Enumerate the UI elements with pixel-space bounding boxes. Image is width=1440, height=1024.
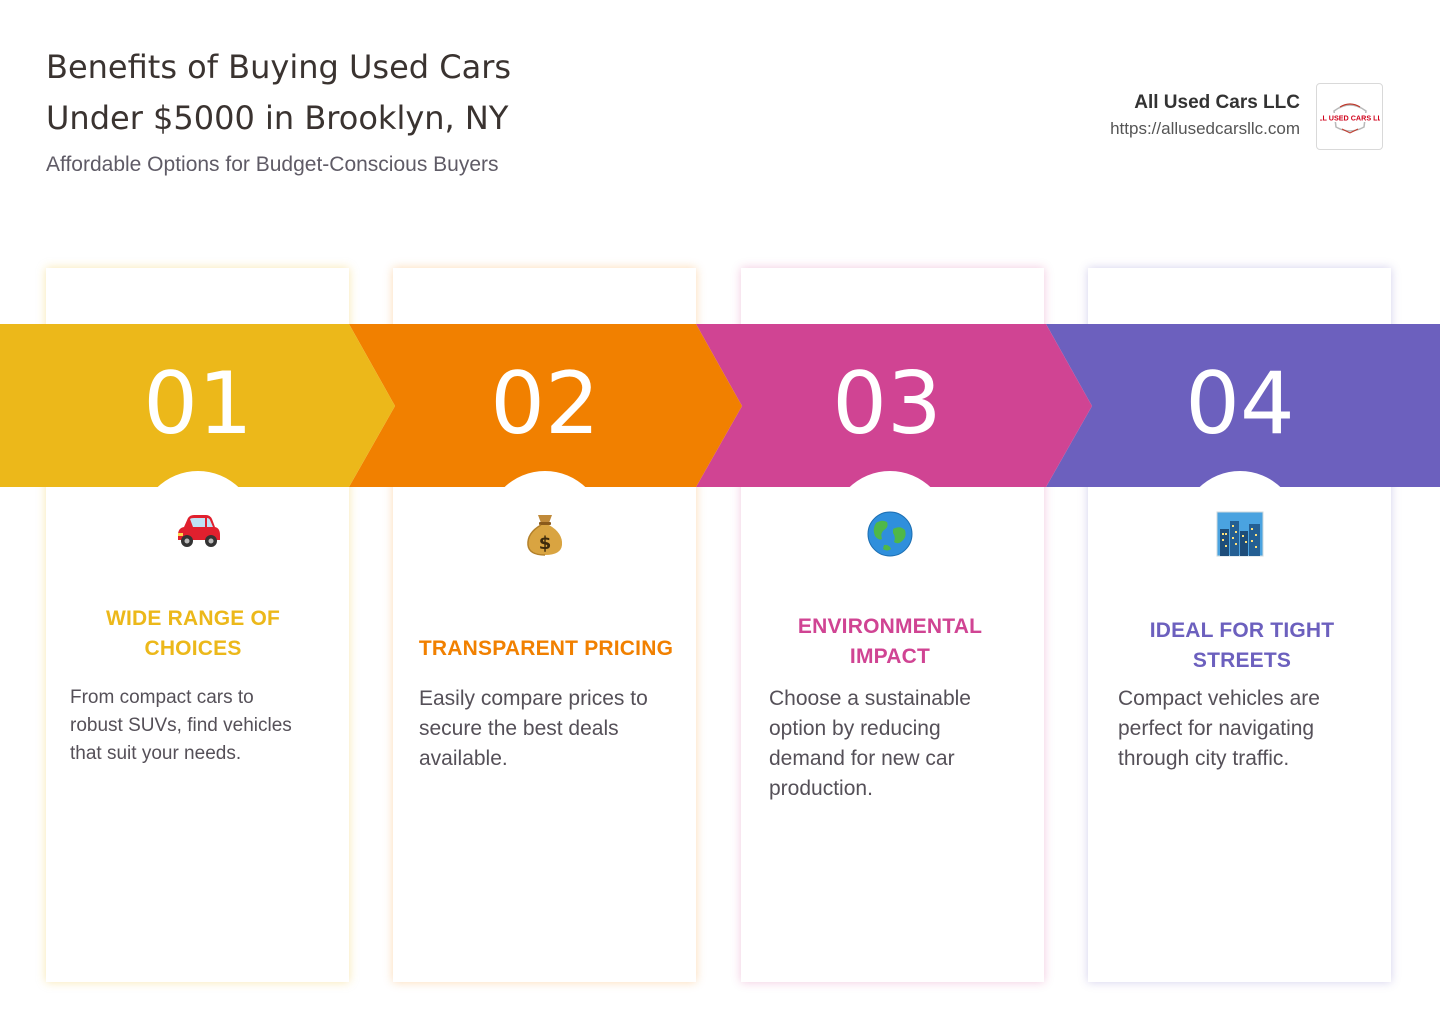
- icon-badge-2: $: [486, 471, 604, 589]
- card-title-3-line-1: ENVIRONMENTAL: [797, 615, 983, 638]
- card-description-3-line-1: Choose a sustainable: [769, 687, 971, 710]
- car-icon: [178, 515, 220, 547]
- step-number-2: 02: [490, 354, 600, 454]
- card-description-1-line-2: robust SUVs, find vehicles: [70, 715, 292, 736]
- card-description-2-line-1: Easily compare prices to: [419, 687, 648, 710]
- card-title-4-line-1: IDEAL FOR TIGHT: [1149, 619, 1335, 642]
- step-arrow-1: [0, 324, 395, 487]
- icon-badge-4: [1181, 471, 1299, 589]
- card-description-2: Easily compare prices to secure the best…: [419, 684, 679, 774]
- card-title-4: IDEAL FOR TIGHT STREETS: [1112, 616, 1372, 676]
- card-title-3-line-2: IMPACT: [849, 645, 931, 668]
- card-description-3-line-3: demand for new car: [769, 747, 955, 770]
- card-description-1: From compact cars to robust SUVs, find v…: [70, 684, 320, 768]
- page-title-line-1: Benefits of Buying Used Cars: [46, 48, 512, 86]
- cityscape-icon: [1216, 511, 1264, 557]
- card-description-4-line-1: Compact vehicles are: [1118, 687, 1320, 710]
- card-description-4-line-2: perfect for navigating: [1118, 717, 1315, 740]
- brand-logo-image: ALL USED CARS LLC: [1320, 102, 1380, 134]
- card-description-4-line-3: through city traffic.: [1118, 747, 1290, 770]
- card-title-3: ENVIRONMENTAL IMPACT: [760, 612, 1020, 672]
- step-number-1: 01: [143, 354, 253, 454]
- card-description-1-line-3: that suit your needs.: [70, 743, 242, 764]
- card-title-1-line-1: WIDE RANGE OF: [105, 607, 281, 630]
- step-arrow-4: [1046, 324, 1440, 487]
- card-description-2-line-3: available.: [419, 747, 508, 770]
- svg-text:$: $: [539, 533, 552, 554]
- icon-badge-3: [831, 471, 949, 589]
- card-description-1-line-1: From compact cars to: [70, 687, 254, 708]
- step-arrow-band: [0, 324, 1440, 487]
- card-title-4-line-2: STREETS: [1192, 649, 1292, 672]
- card-description-3-line-2: option by reducing: [769, 717, 941, 740]
- card-title-2-line-1: TRANSPARENT PRICING: [418, 637, 674, 660]
- icon-badge-1: [139, 471, 257, 589]
- brand-info: All Used Cars LLC https://allusedcarsllc…: [1110, 90, 1300, 142]
- step-arrow-3: [696, 324, 1092, 487]
- page-subtitle: Affordable Options for Budget-Conscious …: [46, 153, 499, 176]
- card-description-3: Choose a sustainable option by reducing …: [769, 684, 1029, 804]
- card-description-2-line-2: secure the best deals: [419, 717, 619, 740]
- brand-logo: ALL USED CARS LLC: [1316, 83, 1383, 150]
- card-title-1-line-2: CHOICES: [144, 637, 242, 660]
- money-bag-icon: $: [527, 515, 563, 556]
- brand-logo-text: ALL USED CARS LLC: [1320, 113, 1380, 122]
- globe-icon: [867, 511, 913, 557]
- card-title-2: TRANSPARENT PRICING: [416, 634, 676, 664]
- card-description-3-line-4: production.: [769, 777, 873, 800]
- page-title-line-2: Under $5000 in Brooklyn, NY: [46, 99, 509, 137]
- step-arrow-2: [349, 324, 742, 487]
- card-description-4: Compact vehicles are perfect for navigat…: [1118, 684, 1378, 774]
- page-title: Benefits of Buying Used Cars Under $5000…: [46, 42, 666, 144]
- card-title-1: WIDE RANGE OF CHOICES: [63, 604, 323, 664]
- brand-name: All Used Cars LLC: [1134, 92, 1300, 113]
- brand-url[interactable]: https://allusedcarsllc.com: [1110, 119, 1300, 138]
- step-number-3: 03: [832, 354, 942, 454]
- step-number-4: 04: [1185, 354, 1295, 454]
